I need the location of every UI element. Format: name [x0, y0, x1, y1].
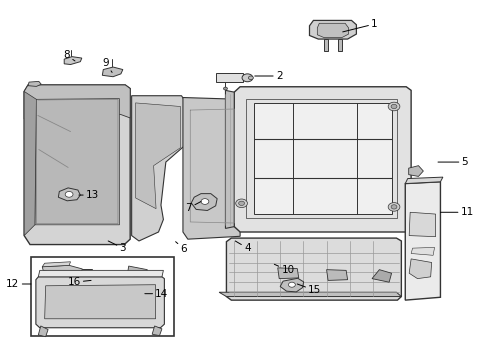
Polygon shape	[278, 268, 299, 279]
Circle shape	[289, 282, 295, 287]
Polygon shape	[226, 238, 401, 300]
Polygon shape	[38, 270, 163, 277]
Polygon shape	[234, 87, 411, 232]
Text: 2: 2	[255, 71, 283, 81]
Bar	[31, 257, 174, 336]
Text: 5: 5	[438, 157, 468, 167]
Polygon shape	[191, 194, 217, 211]
Text: 10: 10	[274, 264, 294, 275]
Polygon shape	[409, 212, 436, 237]
Polygon shape	[324, 39, 328, 51]
Polygon shape	[36, 277, 164, 328]
Circle shape	[242, 74, 253, 82]
Text: 9: 9	[102, 58, 112, 72]
Polygon shape	[24, 85, 130, 244]
Circle shape	[391, 205, 397, 209]
Circle shape	[388, 102, 400, 111]
Text: 4: 4	[235, 241, 251, 253]
Text: 3: 3	[108, 241, 126, 253]
Polygon shape	[64, 57, 82, 64]
Polygon shape	[45, 285, 156, 319]
Polygon shape	[216, 73, 243, 82]
Polygon shape	[327, 270, 347, 280]
Polygon shape	[58, 188, 80, 201]
Polygon shape	[338, 39, 342, 51]
Polygon shape	[280, 278, 304, 292]
Polygon shape	[254, 103, 392, 214]
Polygon shape	[24, 85, 130, 119]
Circle shape	[239, 201, 245, 206]
Text: 11: 11	[441, 207, 474, 217]
Circle shape	[236, 199, 247, 208]
Text: 13: 13	[79, 190, 99, 200]
Text: 1: 1	[343, 19, 378, 32]
Polygon shape	[318, 23, 348, 38]
Circle shape	[388, 203, 400, 211]
Circle shape	[391, 104, 397, 109]
Polygon shape	[372, 270, 392, 282]
Circle shape	[201, 199, 209, 204]
Polygon shape	[183, 98, 240, 239]
Text: 12: 12	[6, 279, 31, 289]
Text: 8: 8	[63, 50, 75, 61]
Circle shape	[248, 76, 253, 80]
Polygon shape	[409, 166, 423, 176]
Polygon shape	[225, 90, 234, 228]
Polygon shape	[24, 91, 36, 235]
Polygon shape	[35, 99, 120, 225]
Text: 16: 16	[67, 277, 91, 287]
Polygon shape	[409, 259, 432, 279]
Polygon shape	[132, 277, 150, 285]
Polygon shape	[310, 21, 356, 39]
Polygon shape	[152, 326, 162, 336]
Polygon shape	[136, 103, 180, 209]
Polygon shape	[405, 177, 443, 184]
Polygon shape	[42, 262, 71, 267]
Polygon shape	[405, 182, 441, 300]
Text: 15: 15	[297, 284, 321, 296]
Polygon shape	[128, 266, 147, 277]
Circle shape	[65, 192, 73, 197]
Text: 14: 14	[145, 289, 169, 299]
Circle shape	[223, 87, 227, 90]
Text: 7: 7	[186, 202, 201, 213]
Polygon shape	[28, 81, 41, 86]
Polygon shape	[219, 292, 401, 297]
Polygon shape	[38, 326, 48, 337]
Polygon shape	[42, 265, 82, 273]
Polygon shape	[132, 96, 186, 241]
Polygon shape	[102, 67, 123, 77]
Polygon shape	[411, 247, 435, 255]
Text: 6: 6	[175, 242, 187, 254]
